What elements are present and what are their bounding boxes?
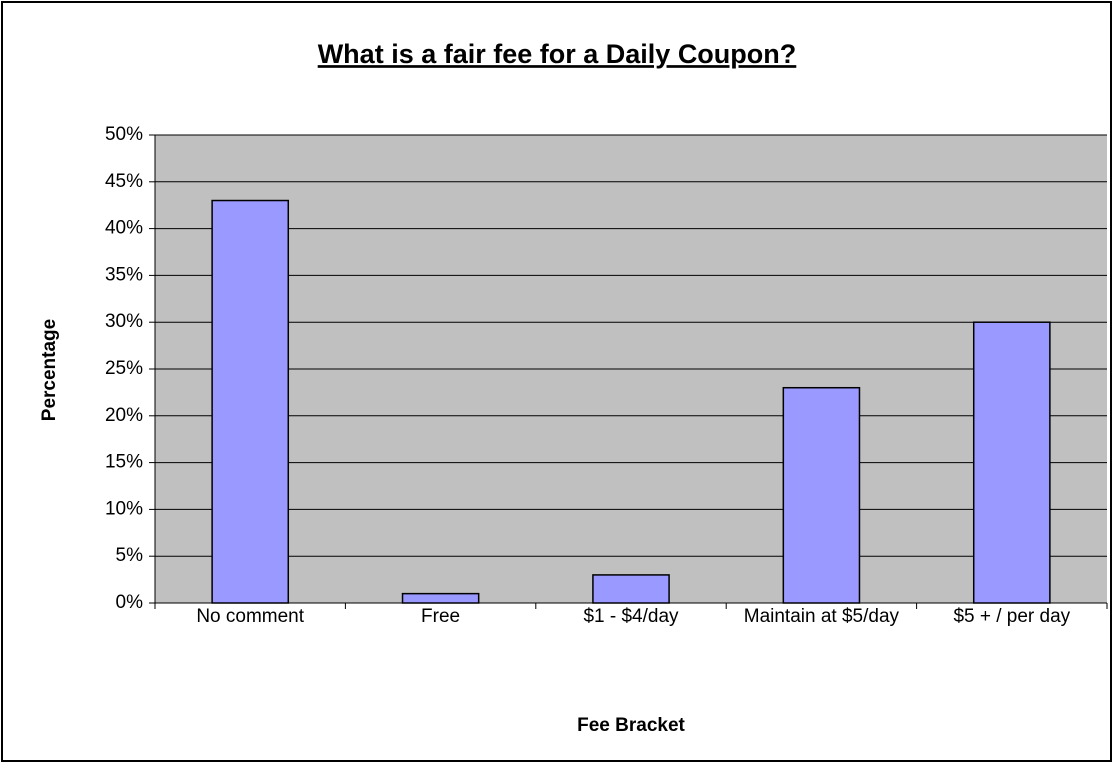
y-tick-label: 30%	[105, 311, 143, 332]
y-tick-label: 25%	[105, 358, 143, 379]
bar	[592, 574, 670, 604]
x-tick-label: $5 + / per day	[953, 606, 1071, 627]
y-tick-label: 35%	[105, 264, 143, 285]
x-tick-label: Maintain at $5/day	[743, 606, 900, 627]
x-tick-label: Free	[421, 606, 461, 627]
x-tick-label: No comment	[196, 606, 305, 627]
y-tick-label: 10%	[105, 498, 143, 519]
y-tick-label: 0%	[116, 592, 144, 613]
bar	[782, 386, 861, 604]
bar	[401, 592, 480, 604]
x-axis-label: Fee Bracket	[577, 715, 685, 736]
bar	[211, 199, 290, 604]
y-tick-label: 40%	[105, 218, 143, 239]
y-tick-label: 20%	[105, 405, 143, 426]
y-tick-label: 15%	[105, 452, 143, 473]
y-tick-label: 45%	[105, 171, 143, 192]
y-tick-label: 50%	[105, 124, 143, 145]
bar	[972, 321, 1051, 604]
y-axis-label: Percentage	[39, 319, 60, 421]
x-tick-label: $1 - $4/day	[583, 606, 679, 627]
y-tick-label: 5%	[116, 545, 144, 566]
chart-title: What is a fair fee for a Daily Coupon?	[318, 39, 797, 69]
